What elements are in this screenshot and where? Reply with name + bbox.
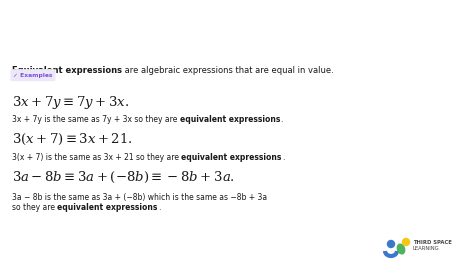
Text: .: . <box>280 115 283 124</box>
Text: are algebraic expressions that are equal in value.: are algebraic expressions that are equal… <box>122 66 334 75</box>
Text: .: . <box>158 203 160 212</box>
Text: so they are: so they are <box>12 203 57 212</box>
Text: LEARNING: LEARNING <box>413 247 439 251</box>
FancyBboxPatch shape <box>10 69 55 81</box>
Text: Equivalent expressions: Equivalent expressions <box>12 66 122 75</box>
Text: $3x + 7y \equiv 7y + 3x.$: $3x + 7y \equiv 7y + 3x.$ <box>12 94 129 111</box>
Text: 3x + 7y is the same as 7y + 3x so they are: 3x + 7y is the same as 7y + 3x so they a… <box>12 115 180 124</box>
Ellipse shape <box>397 244 405 254</box>
Text: $3(x + 7) \equiv 3x + 21.$: $3(x + 7) \equiv 3x + 21.$ <box>12 132 133 147</box>
Text: equivalent expressions: equivalent expressions <box>180 115 280 124</box>
Text: equivalent expressions: equivalent expressions <box>57 203 158 212</box>
Circle shape <box>402 239 410 245</box>
Text: 3(x + 7) is the same as 3x + 21 so they are: 3(x + 7) is the same as 3x + 21 so they … <box>12 152 182 162</box>
Text: equivalent expressions: equivalent expressions <box>182 152 282 162</box>
Text: 3a − 8b is the same as 3a + (−8b) which is the same as −8b + 3a: 3a − 8b is the same as 3a + (−8b) which … <box>12 193 267 202</box>
Text: THIRD SPACE: THIRD SPACE <box>413 240 452 244</box>
Text: ✓ Examples: ✓ Examples <box>13 73 53 78</box>
Text: Equivalent Expressions: Equivalent Expressions <box>10 22 256 41</box>
Circle shape <box>388 240 394 248</box>
Text: .: . <box>282 152 284 162</box>
Text: $3a - 8b \equiv 3a + (-8b) \equiv -8b + 3a.$: $3a - 8b \equiv 3a + (-8b) \equiv -8b + … <box>12 170 235 185</box>
